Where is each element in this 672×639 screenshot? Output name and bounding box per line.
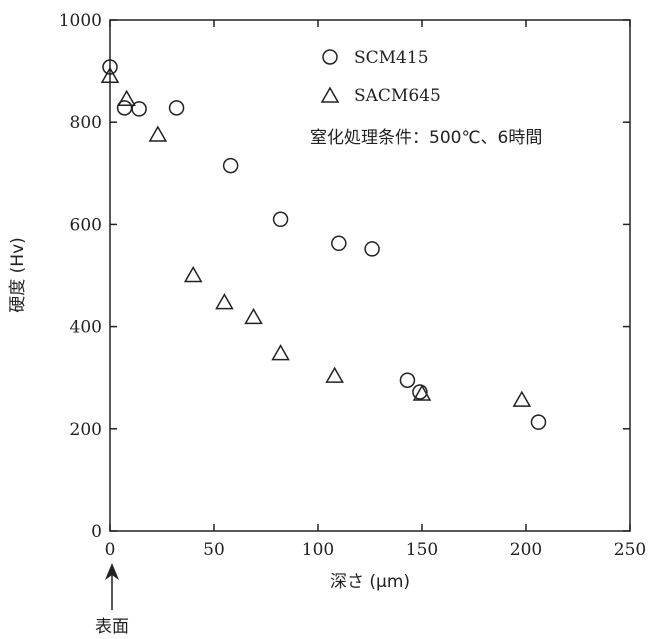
y-tick-label: 400 [70, 318, 102, 338]
scm415-data-point [222, 157, 239, 174]
sacm645-data-point [117, 89, 136, 106]
x-tick-label: 50 [203, 540, 225, 560]
legend-label-scm415: SCM415 [354, 48, 429, 68]
y-axis-ticks: 0 200 400 600 800 1000 [59, 11, 630, 542]
scm415-data-point [412, 384, 428, 400]
scm415-data-point [530, 414, 547, 430]
y-tick-label: 0 [91, 522, 102, 542]
sacm645-data-point [244, 307, 263, 325]
x-tick-label: 100 [302, 540, 334, 560]
sacm645-data-point [100, 66, 120, 83]
plot-area [109, 19, 631, 532]
series-sacm645 [100, 66, 532, 407]
x-tick-label: 250 [614, 540, 646, 560]
scm415-data-point [131, 101, 147, 117]
y-tick-label: 800 [70, 113, 102, 133]
y-tick-label: 1000 [59, 11, 102, 31]
scm415-data-point [364, 241, 380, 257]
scm415-data-point [331, 235, 347, 252]
sacm645-data-point [148, 125, 168, 142]
x-axis-ticks: 0 50 100 150 200 250 [105, 20, 646, 560]
scm415-data-point [102, 59, 118, 75]
sacm645-data-point [215, 293, 234, 310]
legend-label-sacm645: SACM645 [354, 86, 441, 106]
x-tick-label: 150 [406, 540, 438, 560]
x-axis-title: 深さ (μm) [330, 572, 410, 592]
y-axis-title: 硬度 (Hv) [8, 237, 28, 313]
scm415-data-point [168, 100, 185, 116]
sacm645-data-point [412, 384, 432, 401]
y-tick-label: 600 [70, 215, 102, 235]
series-scm415 [102, 59, 547, 430]
legend-marker-sacm645 [320, 86, 340, 103]
sacm645-data-point [325, 366, 344, 383]
treatment-condition-annotation: 窒化処理条件：500℃、6時間 [310, 128, 542, 148]
sacm645-data-point [183, 265, 203, 283]
surface-marker: 表面 [95, 563, 129, 637]
surface-arrow-head [105, 563, 119, 580]
legend-marker-scm415 [322, 49, 338, 65]
sacm645-data-point [271, 344, 290, 361]
x-tick-label: 200 [510, 540, 542, 560]
scm415-data-point [272, 211, 289, 228]
scm415-data-point [399, 372, 416, 389]
sacm645-data-point [512, 390, 532, 407]
y-tick-label: 200 [70, 420, 102, 440]
legend: SCM415 SACM645 [320, 48, 441, 106]
surface-label: 表面 [95, 617, 129, 637]
x-tick-label: 0 [105, 540, 116, 560]
